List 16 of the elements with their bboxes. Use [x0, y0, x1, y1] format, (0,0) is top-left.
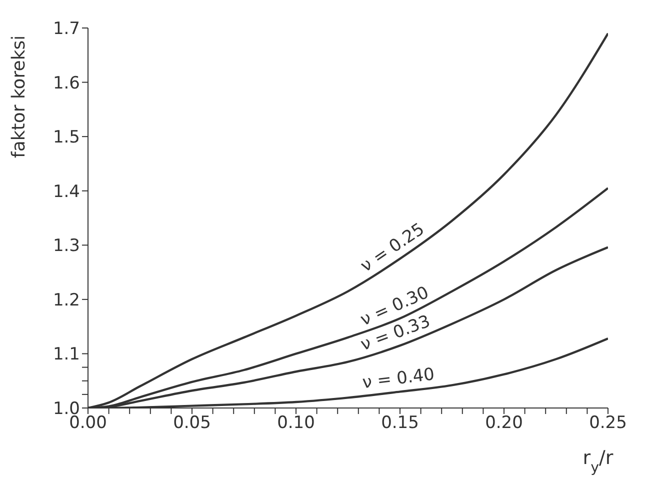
x-tick-label: 0.05: [173, 413, 211, 434]
text: ν = 0.25: [357, 219, 428, 277]
x-tick-label: 0.25: [589, 413, 627, 434]
y-tick-label: 1.6: [52, 73, 80, 94]
y-tick-label: 1.4: [52, 182, 80, 202]
x-tick-label: 0.20: [485, 413, 523, 434]
y-tick-label: 1.3: [52, 236, 80, 256]
y-tick-label: 1.2: [52, 290, 80, 310]
y-tick-label: 1.5: [52, 128, 80, 148]
x-tick-label: 0.10: [277, 413, 315, 434]
x-axis-title: r$_{y}$/r: [582, 447, 614, 476]
y-axis-title: faktor koreksi: [8, 35, 30, 158]
x-tick-label: 0.15: [381, 413, 419, 434]
y-tick-label: 1.1: [52, 344, 80, 365]
y-tick-label: 1.7: [52, 19, 80, 40]
text: ν = 0.40: [361, 364, 436, 394]
